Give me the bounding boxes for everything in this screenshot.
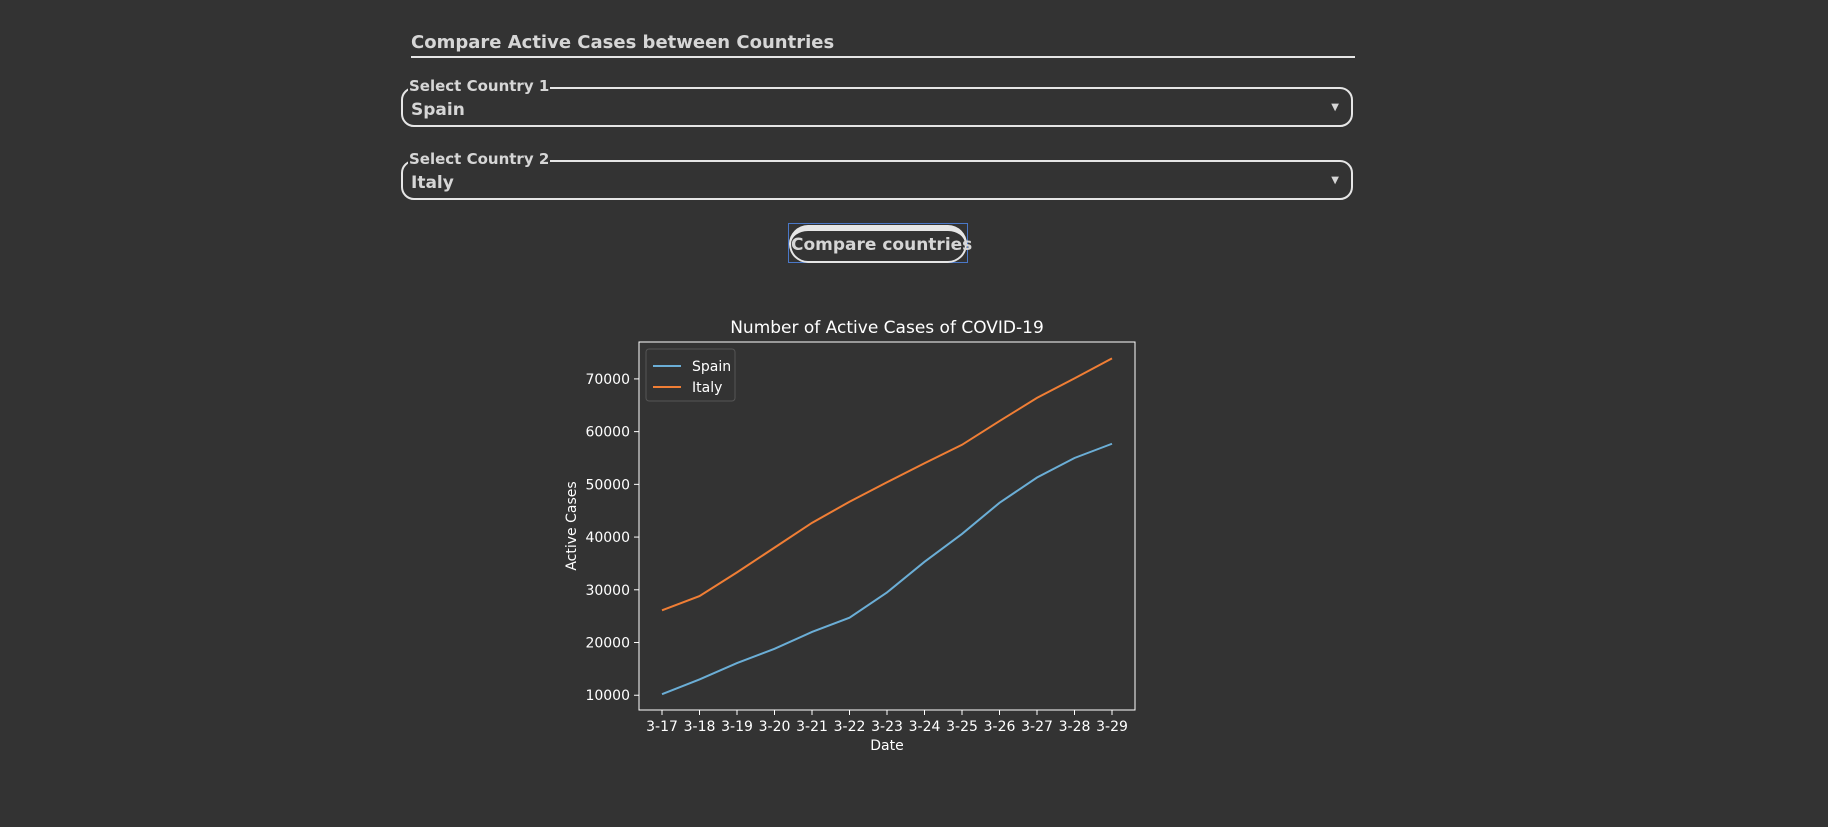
x-tick-label: 3-29: [1096, 719, 1128, 735]
x-tick-label: 3-20: [759, 719, 791, 735]
x-tick-label: 3-26: [984, 719, 1016, 735]
y-tick-label: 60000: [585, 425, 630, 441]
chart-title: Number of Active Cases of COVID-19: [730, 318, 1044, 338]
country1-select[interactable]: Select Country 1 Spain ▼: [401, 77, 1353, 127]
x-tick-label: 3-17: [646, 719, 678, 735]
legend-label-spain: Spain: [692, 359, 731, 375]
chevron-down-icon: ▼: [1331, 102, 1339, 113]
legend-label-italy: Italy: [692, 380, 722, 396]
x-tick-label: 3-19: [721, 719, 753, 735]
country2-value: Italy: [411, 173, 454, 193]
x-axis-label: Date: [870, 738, 903, 754]
y-tick-label: 30000: [585, 583, 630, 599]
country2-label: Select Country 2: [408, 150, 551, 168]
x-tick-label: 3-28: [1059, 719, 1091, 735]
country1-label: Select Country 1: [408, 77, 551, 95]
country1-value: Spain: [411, 100, 465, 120]
x-tick-label: 3-25: [946, 719, 978, 735]
series-line-spain: [661, 442, 1113, 696]
active-cases-chart: Number of Active Cases of COVID-19 3-17 3-…: [564, 318, 1136, 754]
y-tick-label: 40000: [585, 530, 630, 546]
page-title: Compare Active Cases between Countries: [411, 30, 1355, 58]
x-tick-label: 3-27: [1021, 719, 1053, 735]
x-tick-label: 3-22: [834, 719, 866, 735]
y-tick-label: 50000: [585, 477, 630, 493]
x-tick-label: 3-21: [796, 719, 828, 735]
series-line-italy: [661, 357, 1113, 612]
y-axis-label: Active Cases: [564, 481, 580, 570]
y-tick-label: 20000: [585, 636, 630, 652]
x-tick-label: 3-18: [684, 719, 716, 735]
country2-select[interactable]: Select Country 2 Italy ▼: [401, 150, 1353, 200]
y-tick-label: 70000: [585, 372, 630, 388]
x-tick-label: 3-24: [909, 719, 941, 735]
chevron-down-icon: ▼: [1331, 175, 1339, 186]
y-tick-label: 10000: [585, 688, 630, 704]
compare-countries-button[interactable]: Compare countries: [789, 225, 972, 263]
x-tick-label: 3-23: [871, 719, 903, 735]
